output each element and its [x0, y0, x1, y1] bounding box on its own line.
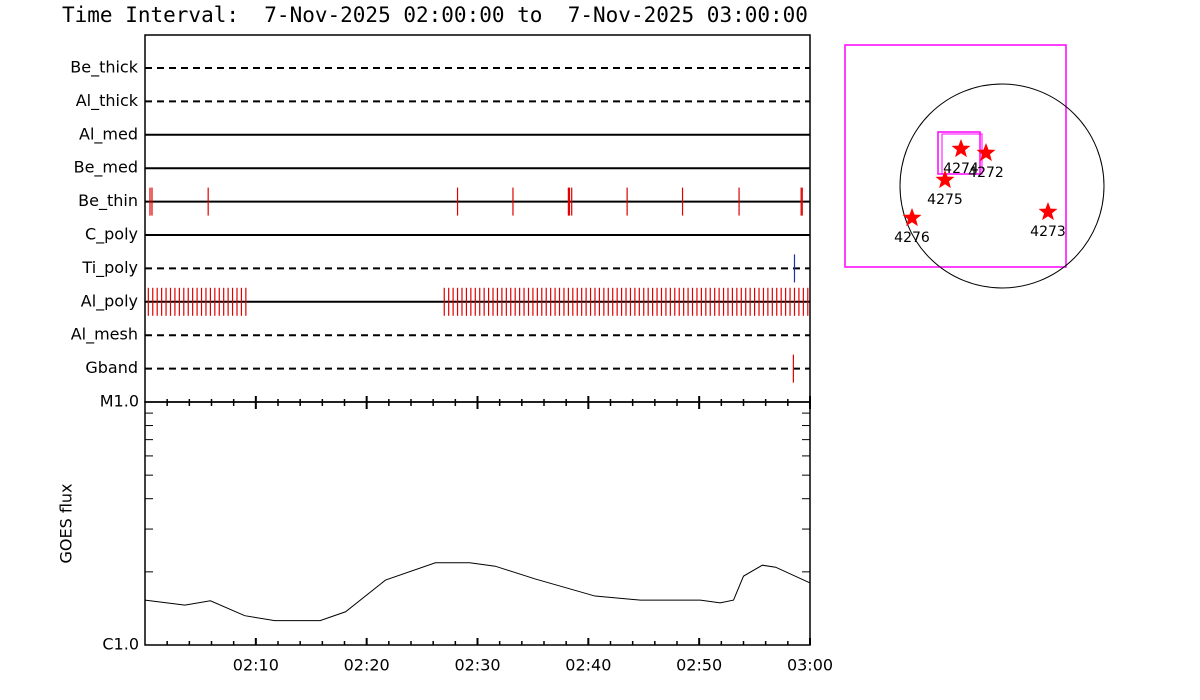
- filter-label: Al_poly: [81, 291, 138, 311]
- filter-label: Al_mesh: [71, 325, 138, 345]
- y-tick-label: C1.0: [102, 635, 139, 654]
- fov-box: [844, 44, 1067, 268]
- filter-label: C_poly: [85, 225, 138, 245]
- region-star: [935, 170, 955, 189]
- region-label: 4276: [894, 230, 930, 246]
- filter-label: Al_med: [79, 124, 138, 144]
- x-tick-label: 02:20: [344, 656, 390, 675]
- title: Time Interval: 7-Nov-2025 02:00:00 to 7-…: [62, 3, 808, 27]
- x-tick-label: 02:50: [676, 656, 722, 675]
- region-star: [1038, 202, 1058, 221]
- filter-label: Ti_poly: [81, 258, 138, 278]
- solar-disk: [899, 83, 1105, 289]
- goes-curve: [144, 562, 811, 622]
- region-star: [976, 143, 996, 162]
- y-axis-label: GOES flux: [57, 483, 76, 563]
- y-tick-label: M1.0: [100, 392, 139, 411]
- timeline-frame: [144, 34, 811, 403]
- region-label: 4275: [927, 192, 963, 208]
- x-tick-label: 02:10: [233, 656, 279, 675]
- region-label: 4273: [1030, 224, 1066, 240]
- x-tick-label: 02:30: [454, 656, 500, 675]
- x-tick-label: 02:40: [565, 656, 611, 675]
- filter-label: Be_thick: [70, 58, 138, 78]
- region-star: [951, 139, 971, 158]
- filter-label: Be_med: [74, 158, 138, 178]
- filter-label: Gband: [85, 358, 138, 377]
- filter-label: Be_thin: [78, 191, 138, 211]
- region-label: 4272: [968, 165, 1004, 181]
- filter-label: Al_thick: [76, 91, 139, 111]
- region-star: [902, 208, 922, 227]
- region-label: 4274: [943, 161, 979, 177]
- plot-frame: [144, 401, 811, 646]
- x-tick-label: 03:00: [787, 656, 833, 675]
